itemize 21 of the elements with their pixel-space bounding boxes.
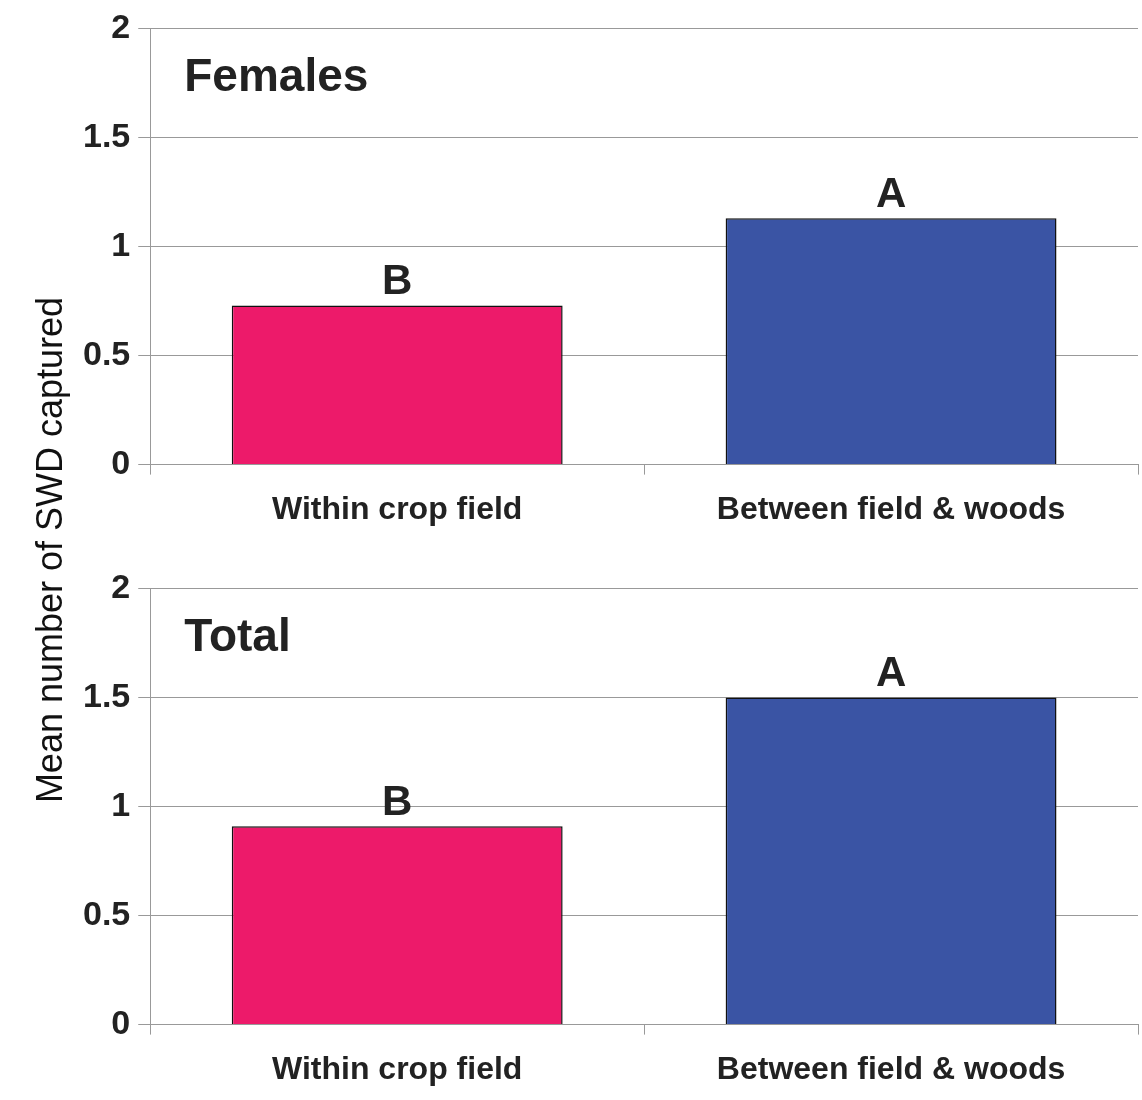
y-axis-title: Mean number of SWD captured [29, 296, 71, 804]
annotation: B [382, 776, 413, 824]
y-tick-label: 0.5 [83, 893, 131, 932]
y-tick-label: 1 [111, 224, 131, 263]
annotation: A [875, 168, 907, 216]
x-tick-label: Within crop field [272, 489, 523, 526]
x-tick-label: Within crop field [272, 1049, 523, 1086]
y-tick-label: 1 [111, 784, 131, 823]
annotation: B [382, 255, 413, 303]
x-tick-label: Between field & woods [716, 489, 1066, 526]
y-tick-label: 2 [111, 566, 131, 605]
y-tick-label: 0.5 [83, 333, 131, 372]
x-tick-label: Between field & woods [716, 1049, 1066, 1086]
y-tick-label: 1.5 [83, 115, 131, 154]
y-tick-label: 0 [111, 442, 131, 481]
text: Females [184, 49, 369, 102]
text: Total [184, 609, 291, 662]
y-tick-label: 2 [111, 6, 131, 45]
y-tick-label: 1.5 [83, 675, 131, 714]
annotation: A [875, 648, 907, 696]
y-tick-label: 0 [111, 1002, 131, 1041]
